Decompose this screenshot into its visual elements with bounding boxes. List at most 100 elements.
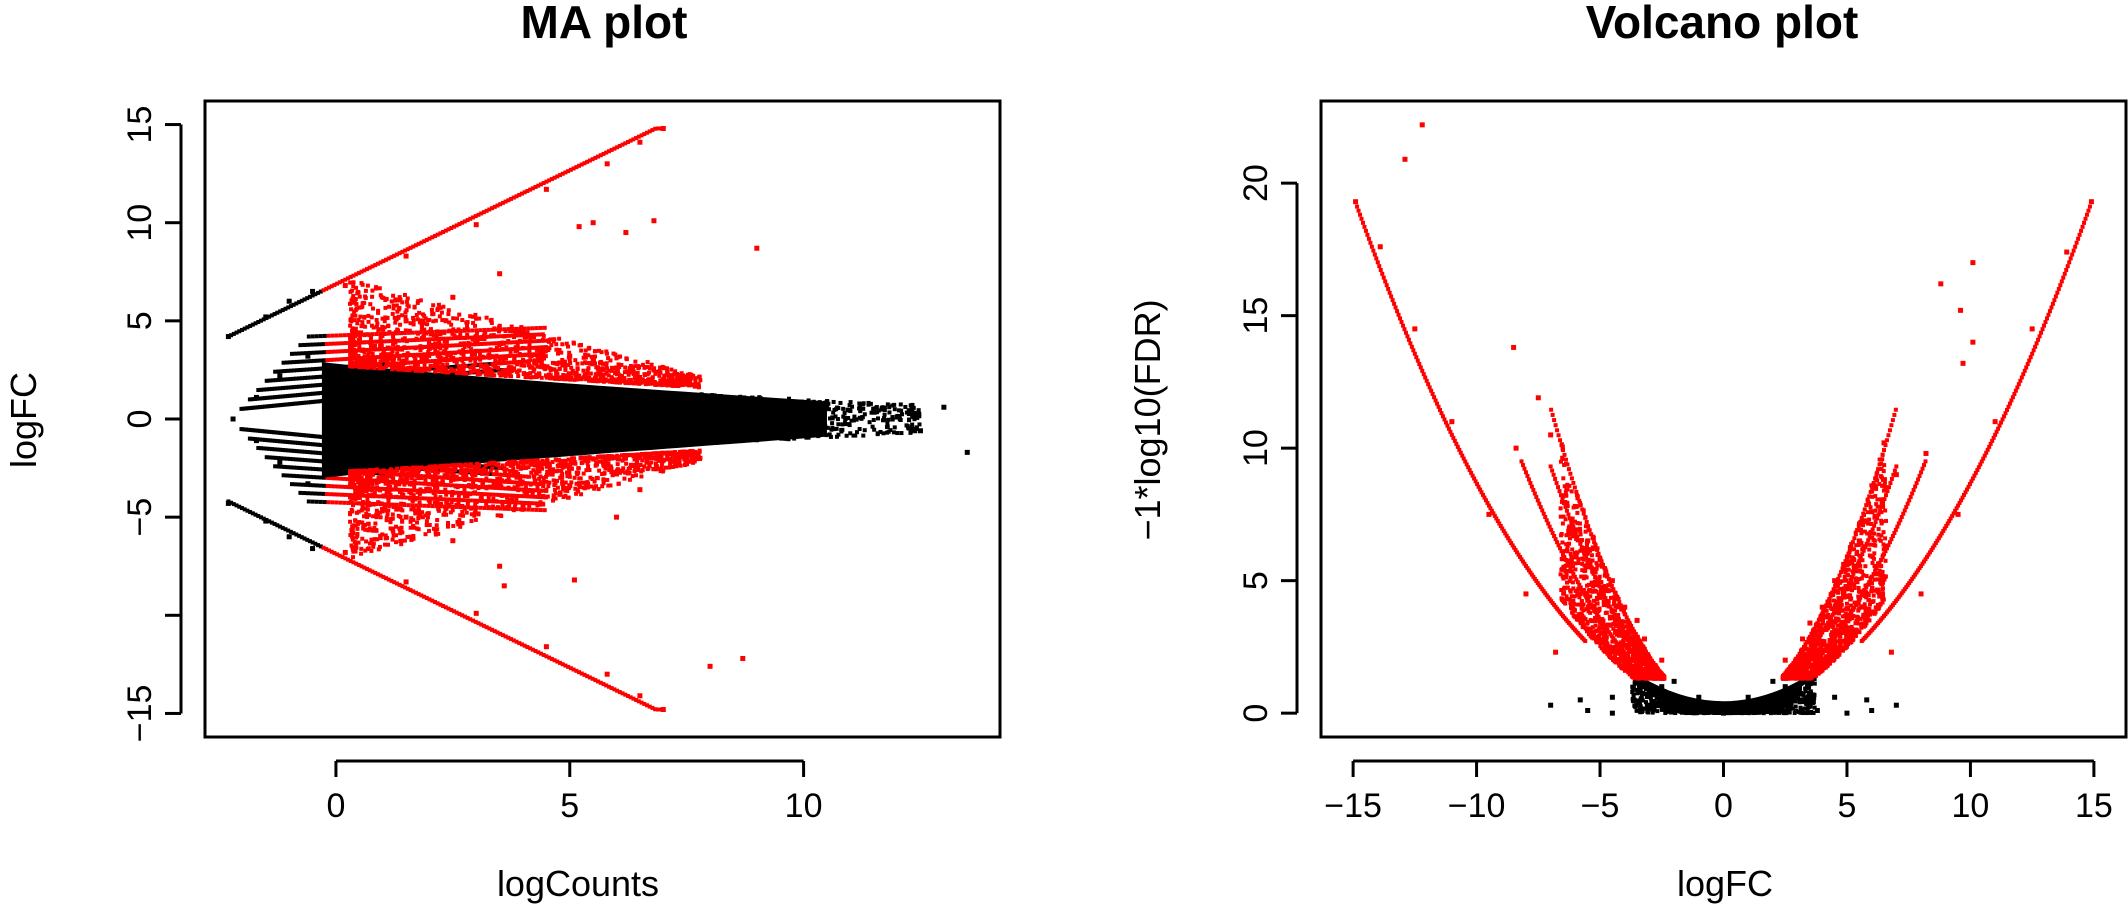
ma-fan-point bbox=[517, 346, 522, 351]
ma-envelope-point bbox=[441, 604, 446, 609]
ma-fan-point bbox=[418, 503, 423, 508]
ma-significant-halo-point bbox=[544, 479, 549, 484]
ma-significant-halo-point bbox=[396, 314, 401, 319]
ma-significant-halo-point bbox=[540, 466, 545, 471]
ma-significant-halo-point bbox=[419, 327, 424, 332]
ma-fan-point bbox=[291, 376, 296, 381]
ma-envelope-point bbox=[541, 652, 546, 657]
ma-envelope-point bbox=[237, 504, 242, 509]
ma-envelope-point bbox=[259, 318, 264, 323]
ma-significant-halo-point bbox=[366, 521, 371, 526]
ma-significant-halo-point bbox=[360, 536, 365, 541]
ma-significant-halo-point bbox=[481, 354, 486, 359]
ma-significant-halo-point bbox=[376, 328, 381, 333]
ma-significant-halo-point bbox=[435, 306, 440, 311]
ma-fan-point bbox=[270, 438, 275, 443]
ma-envelope-point bbox=[568, 167, 573, 172]
ma-nonsignificant-tail-point bbox=[701, 439, 706, 444]
ma-significant-halo-point bbox=[477, 371, 482, 376]
ma-significant-halo-point bbox=[371, 502, 376, 507]
ma-significant-halo-point bbox=[446, 520, 451, 525]
ma-significant-halo-point bbox=[384, 331, 389, 336]
ma-significant-halo-point bbox=[355, 289, 360, 294]
ma-nonsignificant-tail-point bbox=[714, 440, 719, 445]
ma-significant-halo-point bbox=[385, 359, 390, 364]
ma-significant-halo-point bbox=[413, 469, 418, 474]
ma-fan-point bbox=[315, 434, 320, 439]
ma-significant-halo-point bbox=[366, 313, 371, 318]
ma-envelope-point bbox=[653, 126, 658, 131]
ma-fan-point bbox=[509, 480, 514, 485]
ma-significant-halo-point bbox=[421, 318, 426, 323]
ma-nonsignificant-tail-point bbox=[729, 407, 734, 412]
ma-significant-halo-point bbox=[363, 288, 368, 293]
ma-significant-halo-point bbox=[605, 366, 610, 371]
ma-significant-halo-point bbox=[369, 537, 374, 542]
ma-significant-halo-point bbox=[476, 465, 481, 470]
ma-fan-point bbox=[316, 383, 321, 388]
ma-significant-halo-point bbox=[584, 468, 589, 473]
ma-significant-halo-point bbox=[397, 507, 402, 512]
ma-significant-halo-point bbox=[513, 349, 518, 354]
ma-fan-point bbox=[544, 345, 549, 350]
ma-envelope-point bbox=[256, 319, 261, 324]
ma-fan-point bbox=[311, 442, 316, 447]
ma-significant-halo-point bbox=[578, 476, 583, 481]
ma-fan-point bbox=[493, 485, 498, 490]
ma-significant-halo-point bbox=[506, 365, 511, 370]
ma-significant-halo-point bbox=[547, 480, 552, 485]
ma-significant-halo-point bbox=[557, 377, 562, 382]
ma-significant-halo-point bbox=[385, 362, 390, 367]
ma-fan-point bbox=[293, 351, 298, 356]
ma-envelope-point bbox=[462, 219, 467, 224]
ma-fan-point bbox=[446, 358, 451, 363]
ma-significant-halo-point bbox=[469, 477, 474, 482]
ma-envelope-point bbox=[522, 643, 527, 648]
ma-nonsignificant-tail-point bbox=[694, 412, 699, 417]
ma-significant-halo-point bbox=[361, 340, 366, 345]
ma-significant-halo-point bbox=[380, 316, 385, 321]
ma-significant-halo-point bbox=[368, 468, 373, 473]
ma-significant-halo-point bbox=[695, 454, 700, 459]
ma-significant-halo-point bbox=[382, 352, 387, 357]
ma-significant-halo-point bbox=[399, 501, 404, 506]
ma-significant-halo-point bbox=[606, 368, 611, 373]
ma-significant-halo-point bbox=[585, 368, 590, 373]
ma-nonsignificant-tail-point bbox=[871, 417, 876, 422]
ma-significant-halo-point bbox=[646, 370, 651, 375]
ma-fan-point bbox=[332, 349, 337, 354]
ma-significant-halo-point bbox=[348, 494, 353, 499]
ma-envelope-point bbox=[356, 562, 361, 567]
ma-significant-halo-point bbox=[675, 375, 680, 380]
ma-significant-halo-point bbox=[684, 454, 689, 459]
ma-significant-halo-point bbox=[439, 310, 444, 315]
ma-nonsignificant-tail-point bbox=[914, 425, 919, 430]
ma-fan-point bbox=[472, 356, 477, 361]
ma-significant-halo-point bbox=[581, 471, 586, 476]
ma-envelope-point bbox=[563, 663, 568, 668]
ma-envelope-point bbox=[424, 237, 429, 242]
ma-significant-halo-point bbox=[610, 455, 615, 460]
ma-significant-halo-point bbox=[438, 305, 443, 310]
ma-significant-halo-point bbox=[555, 373, 560, 378]
ma-envelope-point bbox=[492, 629, 497, 634]
ma-nonsignificant-tail-point bbox=[797, 410, 802, 415]
ma-fan-point bbox=[465, 335, 470, 340]
ma-envelope-point bbox=[454, 223, 459, 228]
ma-fan-point bbox=[288, 465, 293, 470]
ma-significant-halo-point bbox=[391, 342, 396, 347]
ma-significant-halo-point bbox=[356, 540, 361, 545]
ma-significant-halo-point bbox=[509, 374, 514, 379]
ma-fan-point bbox=[308, 450, 313, 455]
ma-significant-halo-point bbox=[447, 328, 452, 333]
ma-significant-halo-point bbox=[491, 504, 496, 509]
ma-significant-halo-point bbox=[553, 480, 558, 485]
ma-significant-halo-point bbox=[391, 293, 396, 298]
ma-significant-halo-point bbox=[411, 536, 416, 541]
ma-significant-halo-point bbox=[433, 532, 438, 537]
ma-significant-halo-point bbox=[443, 487, 448, 492]
ma-envelope-point bbox=[601, 682, 606, 687]
ma-significant-halo-point bbox=[538, 463, 543, 468]
ma-fan-point bbox=[276, 369, 281, 374]
ma-nonsignificant-tail-point bbox=[771, 398, 776, 403]
